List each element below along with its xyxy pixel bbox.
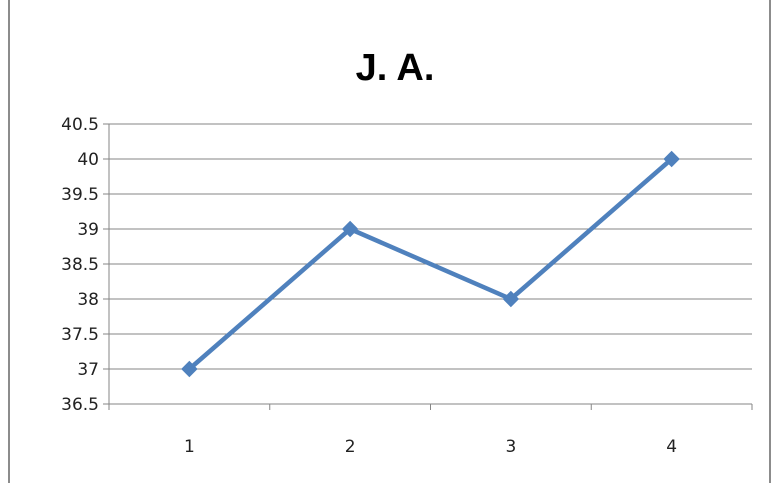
- x-tick-label: 3: [505, 437, 516, 457]
- data-point-marker: [341, 220, 359, 238]
- chart-frame: [8, 0, 771, 483]
- y-tick-label: 38.5: [61, 255, 99, 275]
- y-tick-label: 37.5: [61, 325, 99, 345]
- x-axis: 1 2 3 4: [108, 403, 753, 457]
- data-point-marker: [663, 150, 680, 168]
- y-tick-label: 36.5: [61, 395, 99, 415]
- y-tick-label: 40: [77, 150, 99, 170]
- y-tick-label: 39.5: [61, 185, 99, 205]
- x-tick-label: 2: [345, 437, 356, 457]
- y-tick-label: 37: [77, 360, 99, 380]
- gridlines: [109, 123, 752, 370]
- data-point-marker: [181, 360, 198, 378]
- y-tick-label: 38: [77, 290, 99, 310]
- data-series: [181, 150, 680, 378]
- y-axis: 36.5 37 37.5 38 38.5 39 39.5 40 40.5: [61, 115, 110, 415]
- x-tick-label: 4: [666, 437, 677, 457]
- chart-title: J. A.: [356, 47, 435, 89]
- y-tick-label: 40.5: [61, 115, 99, 135]
- series-line: [187, 156, 674, 372]
- data-point-marker: [502, 290, 520, 308]
- x-tick-label: 1: [184, 437, 195, 457]
- y-tick-label: 39: [77, 220, 99, 240]
